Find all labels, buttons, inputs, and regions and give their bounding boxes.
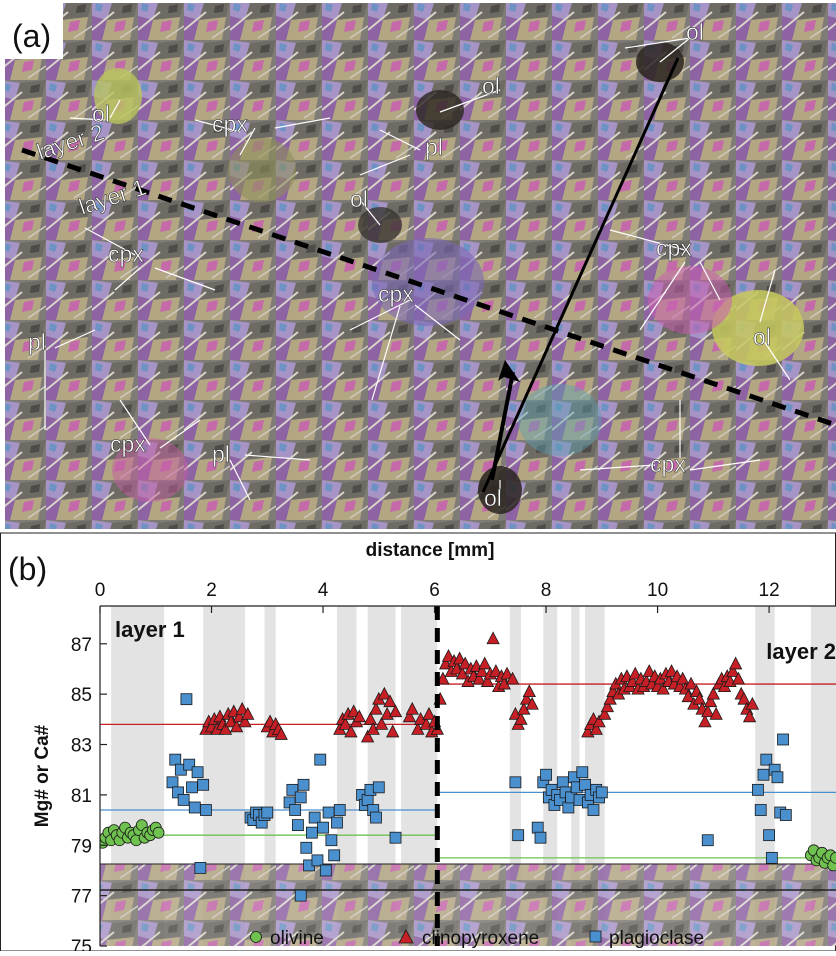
plagioclase-point	[510, 777, 521, 788]
cpx-label-6: cpx	[650, 451, 686, 477]
ol-label-3: ol	[92, 101, 110, 127]
y-tick-label: 87	[71, 635, 92, 656]
legend-plagioclase-marker	[590, 931, 601, 942]
plagioclase-point	[192, 767, 203, 778]
plagioclase-point	[334, 805, 345, 816]
legend: olivine clinopyroxene plagioclase	[251, 928, 705, 949]
x-tick-label: 2	[206, 580, 217, 601]
y-tick-label: 83	[71, 736, 92, 757]
panel-a-label: (a)	[12, 18, 51, 54]
plagioclase-point	[178, 794, 189, 805]
plagioclase-point	[532, 822, 543, 833]
plagioclase-point	[170, 754, 181, 765]
plagioclase-point	[577, 767, 588, 778]
cpx-label-5: cpx	[110, 431, 146, 457]
plagioclase-point	[513, 830, 524, 841]
annotation-layer-2: layer 2	[766, 639, 836, 664]
plagioclase-point	[764, 830, 775, 841]
plagioclase-point	[371, 812, 382, 823]
y-tick-label: 79	[71, 836, 92, 857]
plagioclase-point	[298, 779, 309, 790]
pl-label-3: pl	[212, 441, 230, 467]
plagioclase-point	[315, 754, 326, 765]
plagioclase-point	[772, 772, 783, 783]
ol-label-2: ol	[482, 73, 500, 99]
plagioclase-point	[596, 787, 607, 798]
plagioclase-point	[702, 835, 713, 846]
ol-label-4: ol	[350, 186, 368, 212]
plagioclase-point	[373, 782, 384, 793]
y-tick-label: 81	[71, 786, 92, 807]
plot-area: 0 2 4 6 8 10 12 75 77 79 81 83 85 87 layer 1 layer 2	[71, 580, 836, 951]
plagioclase-point	[331, 817, 342, 828]
plagioclase-point	[563, 802, 574, 813]
plagioclase-point	[390, 832, 401, 843]
plagioclase-point	[195, 862, 206, 873]
plagioclase-point	[326, 835, 337, 846]
x-axis-label: distance [mm]	[366, 540, 495, 561]
pl-label-2: pl	[28, 329, 46, 355]
y-tick-label: 75	[71, 937, 92, 951]
x-tick-label: 0	[95, 580, 106, 601]
pl-label-1: pl	[425, 134, 443, 160]
plagioclase-point	[780, 810, 791, 821]
plagioclase-point	[766, 852, 777, 863]
plagioclase-point	[167, 777, 178, 788]
cpx-label-4: cpx	[656, 235, 692, 261]
cpx-label-1: cpx	[212, 111, 248, 137]
plagioclase-point	[362, 794, 373, 805]
plagioclase-point	[541, 769, 552, 780]
plagioclase-point	[755, 805, 766, 816]
plagioclase-point	[290, 805, 301, 816]
plagioclase-point	[329, 850, 340, 861]
plagioclase-point	[306, 827, 317, 838]
plagioclase-point	[312, 855, 323, 866]
plagioclase-point	[580, 779, 591, 790]
ol-label-6: ol	[484, 485, 502, 511]
plagioclase-point	[189, 802, 200, 813]
y-tick-label: 85	[71, 685, 92, 706]
x-tick-label: 4	[318, 580, 329, 601]
plagioclase-point	[752, 784, 763, 795]
plagioclase-point	[320, 865, 331, 876]
plagioclase-point	[198, 779, 209, 790]
plagioclase-point	[323, 807, 334, 818]
plagioclase-point	[295, 890, 306, 901]
plagioclase-point	[301, 842, 312, 853]
plagioclase-point	[187, 782, 198, 793]
legend-clinopyroxene-label: clinopyroxene	[422, 928, 539, 949]
cpx-label-2: cpx	[108, 241, 144, 267]
ol-label-5: ol	[753, 324, 771, 350]
ol-label-1: ol	[686, 19, 704, 45]
plagioclase-point	[318, 822, 329, 833]
y-axis-label: Mg# or Ca#	[32, 724, 53, 827]
x-tick-label: 12	[759, 580, 780, 601]
plagioclase-point	[181, 694, 192, 705]
y-tick-label: 77	[71, 887, 92, 908]
plagioclase-point	[557, 777, 568, 788]
legend-olivine-label: olivine	[270, 928, 324, 949]
annotation-layer-1: layer 1	[115, 617, 185, 642]
plagioclase-point	[292, 820, 303, 831]
plagioclase-point	[295, 792, 306, 803]
plagioclase-point	[761, 754, 772, 765]
plagioclase-point	[758, 769, 769, 780]
panel-b-label: (b)	[8, 551, 47, 587]
plagioclase-point	[535, 832, 546, 843]
legend-plagioclase-label: plagioclase	[609, 928, 704, 949]
plagioclase-point	[778, 734, 789, 745]
plagioclase-point	[309, 812, 320, 823]
plagioclase-point	[262, 807, 273, 818]
plagioclase-point	[200, 805, 211, 816]
x-tick-label: 8	[541, 580, 552, 601]
cpx-label-3: cpx	[378, 281, 414, 307]
legend-olivine-marker	[251, 932, 262, 943]
x-tick-label: 10	[647, 580, 668, 601]
olivine-point	[153, 827, 164, 838]
x-tick-label: 6	[429, 580, 440, 601]
plagioclase-point	[588, 805, 599, 816]
